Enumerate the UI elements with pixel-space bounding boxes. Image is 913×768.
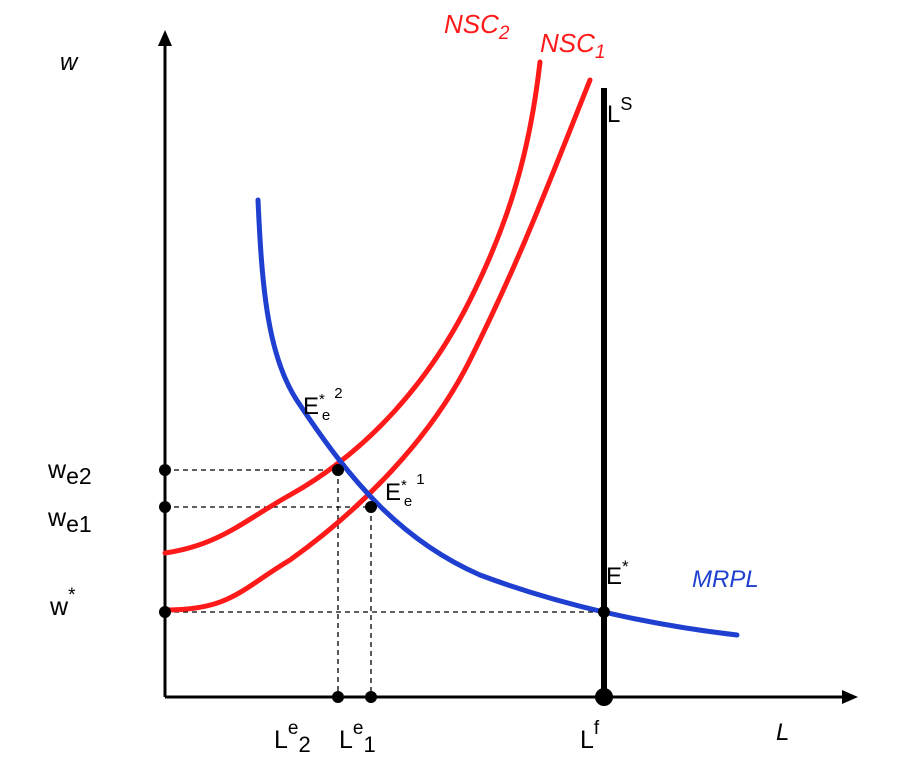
point-le1-axis — [365, 691, 377, 703]
we2-label: we2 — [47, 456, 92, 489]
wstar-label: w* — [49, 585, 76, 621]
point-ee2 — [332, 464, 344, 476]
y-axis-arrow — [158, 30, 172, 46]
nsc2-curve — [162, 59, 543, 556]
we1-label: we1 — [47, 504, 92, 537]
point-le2-axis — [332, 691, 344, 703]
le2-label: Le2 — [274, 718, 311, 757]
ee2-label: E* e2 — [303, 385, 343, 424]
nsc2-label: NSC2 — [444, 9, 510, 44]
point-estar — [598, 606, 610, 618]
point-ee1 — [365, 501, 377, 513]
estar-label: E* — [606, 557, 629, 590]
y-axis-label: w — [60, 49, 79, 76]
x-axis-label: L — [776, 719, 789, 746]
labor-supply-label: LS — [607, 94, 632, 128]
nsc1-label: NSC1 — [540, 28, 605, 63]
mrpl-label: MRPL — [692, 566, 759, 593]
lf-label: Lf — [580, 718, 600, 754]
point-we1-axis — [159, 501, 171, 513]
mrpl-curve — [255, 197, 740, 638]
le1-label: Le1 — [339, 718, 376, 757]
point-wstar-axis — [159, 606, 171, 618]
x-axis-arrow — [842, 690, 858, 704]
ee1-label: E* e1 — [385, 471, 425, 510]
nsc1-curve — [162, 77, 593, 613]
point-we2-axis — [159, 464, 171, 476]
point-lf-axis — [595, 688, 613, 706]
